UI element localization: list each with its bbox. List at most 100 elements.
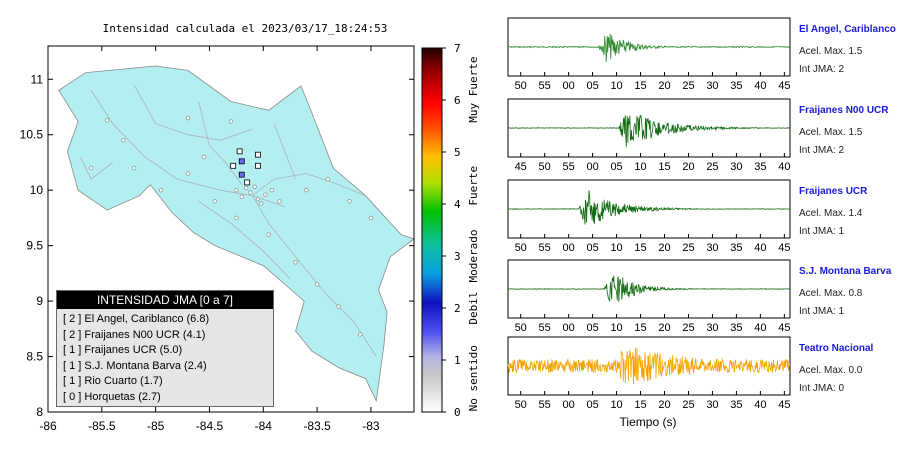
- time-tick-label: 25: [682, 322, 694, 334]
- station-accel-max: Acel. Max. 0.0: [799, 365, 863, 376]
- time-tick-label: 40: [754, 242, 766, 254]
- station-marker-1: [238, 158, 245, 165]
- legend-rows: [ 2 ] El Angel, Cariblanco (6.8) [ 2 ] Fr…: [57, 309, 273, 405]
- town-dot-29: [258, 201, 264, 206]
- time-tick-label: 40: [778, 161, 790, 173]
- station-name: Teatro Nacional: [799, 343, 874, 354]
- road-line-2: [252, 195, 377, 357]
- intensity-legend: INTENSIDAD JMA [0 a 7] [ 2 ] El Angel, C…: [56, 290, 274, 407]
- colorbar-level-label: Fuerte: [467, 166, 480, 206]
- lon-tick-label: -85.5: [88, 419, 116, 433]
- station-name: S.J. Montana Barva: [799, 266, 892, 277]
- road-line-3: [133, 84, 253, 141]
- town-dot-14: [325, 176, 331, 182]
- town-dot-28: [277, 198, 282, 204]
- lon-tick-label: -83.5: [303, 419, 331, 433]
- time-tick-label: 50: [515, 399, 527, 411]
- station-accel-max: Acel. Max. 1.5: [799, 127, 863, 138]
- time-tick-label: 35: [730, 322, 742, 334]
- time-tick-label: 50: [515, 80, 527, 92]
- time-tick-label: 15: [634, 242, 646, 254]
- time-tick-label: 50: [539, 161, 551, 173]
- time-tick-label: 50: [515, 322, 527, 334]
- town-dot-18: [228, 119, 234, 124]
- time-tick-label: 55: [563, 161, 575, 173]
- time-tick-label: 20: [658, 242, 670, 254]
- time-tick-label: 55: [539, 399, 551, 411]
- legend-row: [ 1 ] S.J. Montana Barva (2.4): [63, 359, 207, 372]
- town-dot-17: [185, 115, 191, 121]
- station-marker-6: [255, 162, 261, 169]
- time-tick-label: 00: [563, 242, 575, 254]
- town-dot-13: [304, 187, 309, 193]
- lat-tick-label: 11: [31, 72, 44, 86]
- lon-tick-label: -86: [39, 419, 57, 433]
- town-dot-23: [239, 194, 245, 200]
- country-land: [58, 65, 415, 403]
- legend-row: [ 2 ] Fraijanes N00 UCR (4.1): [63, 328, 206, 341]
- time-tick-label: 10: [610, 80, 622, 92]
- time-tick-label: 10: [634, 161, 646, 173]
- lat-tick-label: 9.5: [26, 239, 43, 253]
- station-accel-max: Acel. Max. 0.8: [799, 288, 863, 299]
- colorbar-tick-label: 5: [454, 146, 461, 159]
- town-dot-8: [266, 232, 271, 237]
- town-dot-5: [201, 154, 207, 160]
- time-tick-label: 40: [754, 322, 766, 334]
- station-name: El Angel, Cariblanco: [799, 24, 896, 35]
- time-tick-label: 45: [778, 80, 790, 92]
- time-tick-label: 05: [586, 399, 598, 411]
- time-tick-label: 45: [778, 322, 790, 334]
- time-tick-label: 10: [610, 242, 622, 254]
- legend-header: INTENSIDAD JMA [0 a 7]: [57, 291, 273, 309]
- time-tick-label: 45: [778, 399, 790, 411]
- station-name: Fraijanes UCR: [799, 186, 868, 197]
- station-jma-intensity: Int JMA: 0: [799, 383, 845, 394]
- legend-row: [ 1 ] Fraijanes UCR (5.0): [63, 344, 183, 356]
- waveform-0: [507, 33, 791, 62]
- time-tick-label: 55: [539, 80, 551, 92]
- station-marker-5: [255, 151, 261, 158]
- time-tick-label: 30: [730, 161, 742, 173]
- station-marker-4: [244, 179, 251, 186]
- waveform-4: [507, 347, 791, 385]
- legend-row: [ 1 ] Rio Cuarto (1.7): [63, 375, 163, 387]
- time-tick-label: 55: [539, 242, 551, 254]
- station-jma-intensity: Int JMA: 2: [799, 145, 845, 156]
- colorbar-tick-label: 2: [454, 302, 461, 315]
- time-tick-label: 15: [634, 399, 646, 411]
- time-tick-label: 15: [634, 80, 646, 92]
- town-dot-7: [234, 215, 239, 221]
- colorbar-tick-label: 1: [454, 354, 461, 367]
- time-tick-label: 55: [539, 322, 551, 334]
- time-tick-label: 50: [515, 242, 527, 254]
- station-jma-intensity: Int JMA: 1: [799, 226, 845, 237]
- town-dot-27: [234, 187, 239, 193]
- time-tick-label: 05: [610, 161, 622, 173]
- time-tick-label: 40: [754, 80, 766, 92]
- time-tick-label: 05: [586, 322, 598, 334]
- town-dot-11: [336, 304, 341, 309]
- lon-tick-label: -83: [362, 419, 380, 433]
- town-dot-24: [243, 185, 249, 191]
- time-tick-label: 15: [658, 161, 670, 173]
- town-dot-16: [368, 215, 374, 221]
- colorbar-level-label: Moderado: [467, 230, 480, 283]
- town-dot-6: [212, 198, 218, 204]
- time-tick-label: 10: [610, 322, 622, 334]
- town-dot-9: [293, 259, 298, 265]
- colorbar-tick-label: 7: [454, 42, 461, 55]
- time-tick-label: 05: [586, 80, 598, 92]
- legend-row: [ 0 ] Horquetas (2.7): [63, 390, 161, 403]
- station-marker-2: [230, 162, 237, 169]
- town-dot-2: [131, 165, 137, 171]
- time-tick-label: 30: [706, 322, 718, 334]
- colorbar-tick-label: 4: [454, 198, 461, 211]
- road-line-6: [198, 200, 291, 280]
- colorbar-gradient: [421, 47, 443, 413]
- colorbar-layer: 0 1 2 3 4 5 6 7 No sentido Debil Moderado Fuerte Muy…: [421, 42, 480, 419]
- lat-tick-label: 8.5: [26, 350, 43, 364]
- time-tick-label: 30: [706, 242, 718, 254]
- time-tick-label: 15: [634, 322, 646, 334]
